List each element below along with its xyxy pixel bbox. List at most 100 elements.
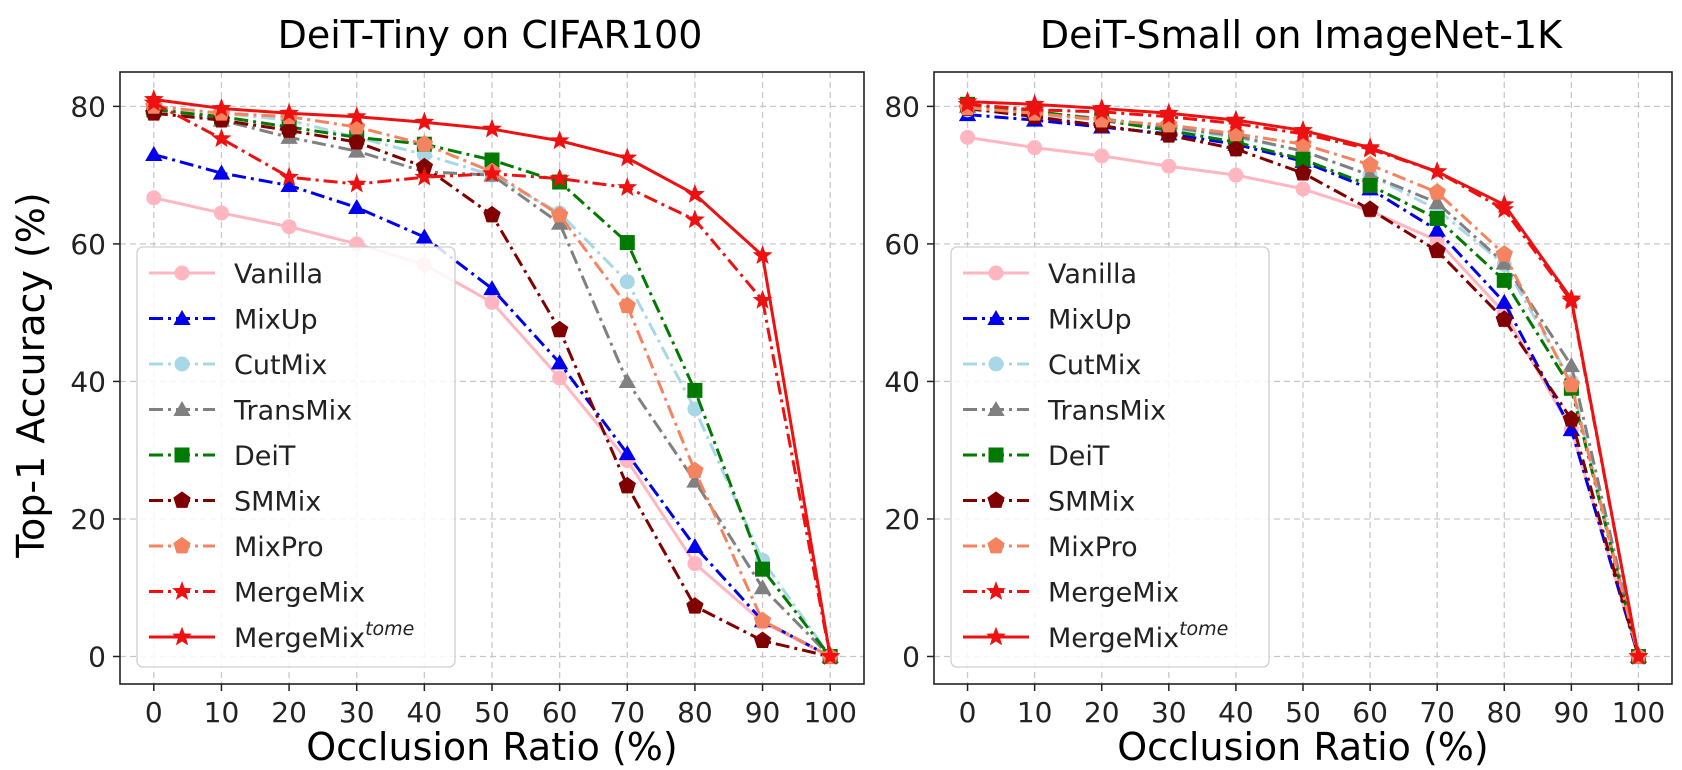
data-point-vanilla (484, 294, 500, 310)
data-point-cutmix (619, 274, 635, 290)
data-point-mergemix-tome (1226, 109, 1246, 129)
data-point-mergemix-tome (279, 102, 299, 122)
chart-title: DeiT-Tiny on CIFAR100 (278, 13, 703, 57)
data-point-transmix (1428, 194, 1446, 210)
legend-label: MixUp (1048, 305, 1132, 336)
data-point-transmix (753, 579, 772, 595)
y-tick-label: 80 (884, 90, 920, 123)
legend-item-transmix: TransMix (149, 396, 352, 427)
legend-marker (987, 491, 1005, 508)
data-point-mixpro (1495, 245, 1513, 262)
legend-marker (172, 581, 192, 600)
data-point-mixup (618, 445, 636, 461)
chart-panel-imagenet: DeiT-Small on ImageNet-1K 0 10 20 30 40 50 60 70… (884, 13, 1673, 769)
data-point-mergemix-tome (1561, 288, 1582, 308)
data-point-mergemix-tome (482, 118, 502, 138)
data-point-mergemix-tome (617, 147, 638, 167)
data-point-smmix (1495, 310, 1513, 327)
data-point-mixup (415, 228, 434, 244)
data-point-mergemix-tome (1628, 646, 1649, 665)
data-point-deit (619, 235, 635, 251)
data-point-vanilla (552, 370, 568, 386)
y-tick-label: 40 (70, 365, 106, 398)
data-point-mixpro (415, 135, 434, 152)
data-point-mergemix-tome (1360, 137, 1381, 157)
legend-label: MergeMixtome (1048, 618, 1228, 654)
x-tick-label: 40 (407, 696, 443, 729)
data-point-mixup (1495, 293, 1513, 309)
data-point-smmix (550, 320, 569, 338)
data-point-smmix (483, 205, 501, 223)
y-tick-label: 40 (884, 365, 920, 398)
data-point-transmix (618, 372, 636, 388)
data-point-mergemix-tome (1024, 93, 1045, 113)
legend-marker (987, 536, 1005, 554)
x-tick-label: 60 (1352, 696, 1388, 729)
data-point-vanilla (1161, 158, 1177, 174)
data-point-mergemix-tome (1091, 98, 1112, 117)
data-point-mixup (686, 537, 704, 553)
legend-item-deit: DeiT (149, 441, 296, 472)
plot-frame (119, 71, 865, 685)
data-point-deit (755, 561, 771, 577)
legend-item-smmix: SMMix (149, 487, 321, 518)
data-point-mergemix (1024, 99, 1045, 119)
data-point-smmix (686, 597, 704, 614)
legend-item-transmix: TransMix (963, 396, 1166, 427)
data-point-mergemix-tome (1158, 102, 1179, 122)
data-point-mixpro (1428, 183, 1446, 200)
legend-marker (986, 626, 1006, 646)
legend-label: CutMix (1048, 350, 1141, 381)
data-point-mixpro (753, 611, 772, 629)
y-tick-label: 60 (70, 228, 106, 261)
x-tick-label: 80 (677, 696, 713, 729)
data-point-mergemix (211, 128, 232, 148)
data-point-mergemix-tome (820, 646, 841, 665)
legend: Vanilla MixUp CutMix TransMix DeiT SMMix MixPr… (136, 246, 456, 668)
legend-marker (173, 536, 191, 554)
legend-item-deit: DeiT (963, 441, 1110, 472)
data-point-mixpro (550, 205, 569, 223)
x-tick-label: 30 (339, 696, 375, 729)
legend-label: MixPro (234, 532, 324, 563)
x-tick-label: 100 (803, 696, 856, 729)
data-point-deit (1362, 177, 1378, 193)
data-point-deit (1429, 210, 1445, 226)
series-line-cutmix (153, 104, 832, 658)
x-tick-label: 70 (609, 696, 645, 729)
legend-label: TransMix (1047, 396, 1166, 427)
data-point-vanilla (960, 129, 976, 145)
data-point-vanilla (1094, 148, 1110, 164)
data-point-vanilla (1228, 167, 1244, 183)
x-tick-label: 90 (745, 696, 781, 729)
legend-label: MixUp (234, 305, 318, 336)
data-point-smmix (348, 133, 366, 150)
ticks: 0 10 20 30 40 50 60 70 80 90 100 0 20 40 60 80 (70, 90, 857, 729)
x-tick-label: 50 (474, 696, 510, 729)
x-tick-label: 10 (1017, 696, 1053, 729)
legend-label: Vanilla (1048, 259, 1137, 290)
plot-frame (933, 71, 1673, 685)
data-point-mixup (280, 176, 298, 192)
legend-label: TransMix (233, 396, 352, 427)
data-point-mixpro (1361, 155, 1379, 173)
legend: Vanilla MixUp CutMix TransMix DeiT SMMix MixPr… (950, 246, 1270, 668)
data-point-mixup (1562, 421, 1581, 437)
series-line-smmix (967, 106, 1640, 657)
data-point-mergemix (549, 168, 570, 188)
data-point-mergemix-tome (1494, 194, 1515, 214)
legend-item-mergemix: MergeMix (963, 578, 1179, 609)
data-point-transmix (348, 142, 366, 158)
data-point-vanilla (213, 205, 229, 221)
legend-label: MergeMix (1048, 578, 1179, 609)
data-point-deit (1496, 272, 1512, 288)
data-point-smmix (1227, 139, 1245, 157)
y-tick-label: 0 (902, 640, 920, 673)
legend-item-mergemix: MergeMix (149, 578, 365, 609)
series-line-transmix (153, 106, 832, 658)
data-point-mergemix (414, 166, 435, 186)
legend-item-mixup: MixUp (149, 305, 318, 336)
data-point-mixpro (618, 296, 636, 314)
y-tick-label: 20 (70, 503, 106, 536)
series-mergemix-tome (143, 89, 841, 665)
